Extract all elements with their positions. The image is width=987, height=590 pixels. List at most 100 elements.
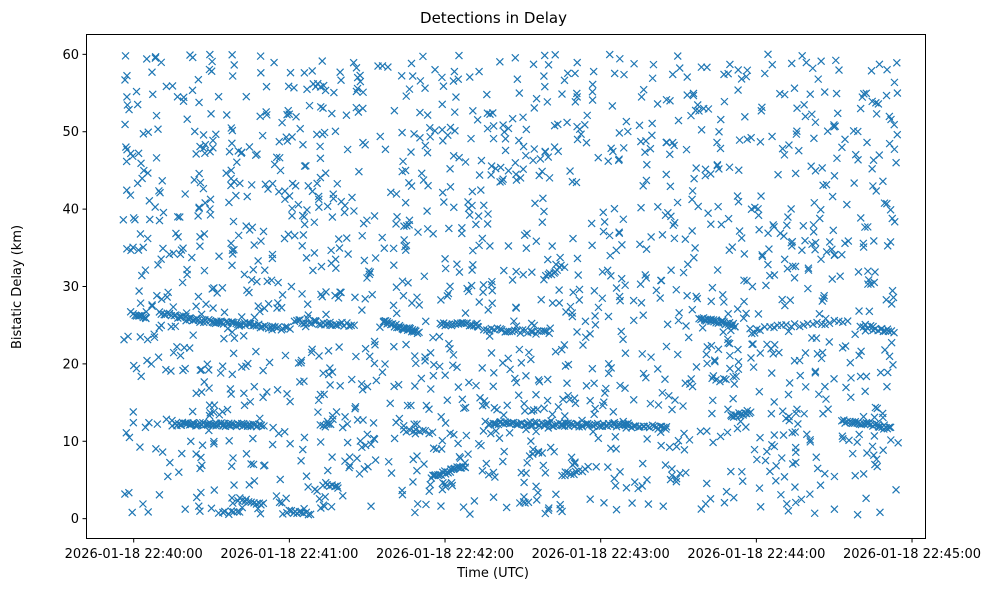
data-point <box>720 498 729 507</box>
data-point <box>583 111 592 120</box>
data-point <box>693 294 702 303</box>
data-point <box>122 157 131 166</box>
data-point <box>775 89 784 98</box>
data-point <box>566 302 575 311</box>
data-point <box>659 502 668 511</box>
data-point <box>883 368 892 377</box>
data-point <box>801 236 809 245</box>
data-point <box>701 499 710 508</box>
data-point <box>820 469 829 478</box>
data-point <box>762 281 770 290</box>
data-point <box>617 327 626 336</box>
data-point <box>755 484 764 493</box>
data-point <box>607 144 616 153</box>
data-point <box>495 57 504 66</box>
data-point <box>544 504 553 512</box>
data-point <box>290 83 298 92</box>
data-point <box>455 51 463 60</box>
data-point <box>316 142 325 151</box>
data-point <box>569 288 578 297</box>
data-point <box>523 229 531 238</box>
data-point <box>425 123 434 132</box>
data-point <box>489 382 498 391</box>
data-point <box>601 384 610 393</box>
data-point <box>249 321 257 330</box>
data-point <box>647 233 656 241</box>
data-point <box>195 169 204 178</box>
data-point <box>871 98 880 107</box>
data-point <box>228 126 237 135</box>
data-point <box>681 468 690 477</box>
data-point <box>211 130 220 139</box>
data-point <box>179 97 188 106</box>
data-point <box>227 181 235 190</box>
data-point <box>889 360 897 369</box>
data-point <box>855 430 864 439</box>
data-point <box>136 333 145 341</box>
data-point <box>400 236 409 244</box>
data-point <box>443 291 452 300</box>
data-point <box>875 60 884 69</box>
data-point <box>190 176 199 184</box>
data-point <box>590 379 599 388</box>
data-point <box>366 268 375 277</box>
data-point <box>402 340 410 349</box>
data-point <box>172 342 181 351</box>
data-point <box>692 362 701 371</box>
data-point <box>333 179 342 188</box>
data-point <box>192 302 201 311</box>
data-point <box>515 345 524 354</box>
data-point <box>209 439 218 448</box>
data-point <box>809 320 817 329</box>
data-point <box>129 243 137 252</box>
data-point <box>413 452 421 461</box>
data-point <box>733 192 742 200</box>
data-point <box>710 356 719 365</box>
data-point <box>709 438 718 447</box>
data-point <box>805 490 814 499</box>
data-point <box>841 135 849 144</box>
data-point <box>192 149 201 158</box>
data-point <box>321 492 330 501</box>
data-point <box>757 192 765 200</box>
data-point <box>822 248 831 256</box>
data-point <box>785 141 793 150</box>
data-point <box>302 253 311 262</box>
data-point <box>532 482 541 491</box>
data-point <box>526 437 535 445</box>
data-point <box>637 203 645 212</box>
data-point <box>200 149 209 158</box>
data-point <box>174 468 183 477</box>
data-point <box>169 303 178 311</box>
data-point <box>489 493 498 502</box>
data-point <box>167 322 176 331</box>
data-point <box>617 240 626 249</box>
data-point <box>550 121 559 130</box>
data-point <box>465 73 474 82</box>
data-point <box>543 97 552 106</box>
data-point <box>591 312 599 320</box>
data-point <box>581 317 590 326</box>
data-point <box>489 134 498 143</box>
data-point <box>603 463 612 471</box>
data-point <box>493 324 502 333</box>
data-point <box>197 453 205 462</box>
data-point <box>489 122 498 130</box>
data-point <box>886 436 895 444</box>
data-point <box>830 121 838 129</box>
data-point <box>237 149 246 158</box>
data-point <box>124 332 132 341</box>
data-point <box>787 204 796 213</box>
data-point <box>586 329 595 338</box>
data-point <box>310 249 319 257</box>
data-point <box>710 357 719 366</box>
data-point <box>672 477 681 486</box>
data-point <box>370 211 379 220</box>
data-point <box>812 453 821 462</box>
data-point <box>508 276 517 284</box>
data-point <box>499 266 508 275</box>
data-point <box>881 346 889 354</box>
data-point <box>274 278 283 287</box>
data-point <box>487 171 496 179</box>
